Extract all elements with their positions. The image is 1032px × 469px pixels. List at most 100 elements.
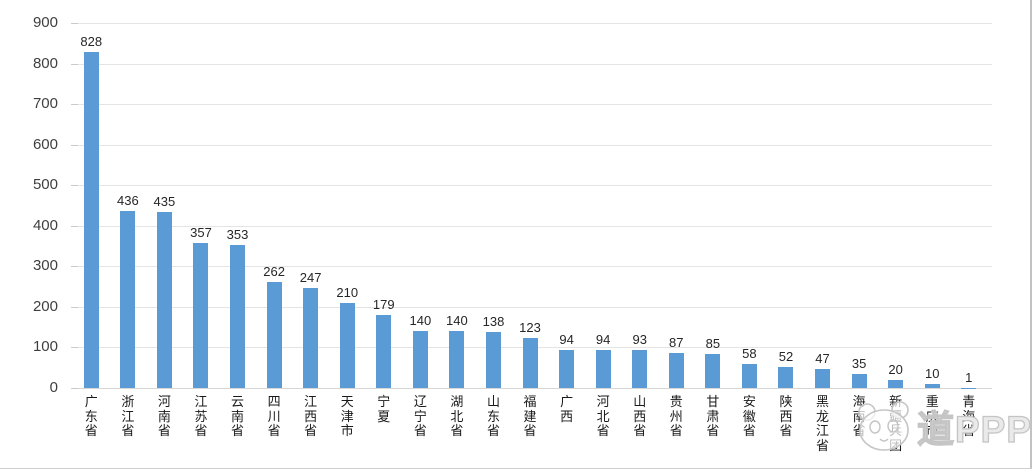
bar-value-label: 47	[815, 350, 830, 366]
gridline	[78, 388, 992, 389]
bar-slot: 138	[475, 23, 512, 388]
bar-slot: 179	[366, 23, 403, 388]
x-axis-label: 江苏省	[194, 394, 208, 438]
gridline	[78, 104, 992, 106]
y-axis-tick-label: 0	[49, 379, 58, 396]
gridline	[78, 23, 992, 24]
bar-slot: 247	[292, 23, 329, 388]
x-axis: 广东省 浙江省 河南省 江苏省 云南省 四川省 江西省 天津市 宁夏 辽宁省 湖北省 山东省 福建省 广西…	[73, 394, 987, 453]
gridline	[78, 225, 992, 227]
gridline	[78, 63, 992, 65]
y-axis-tick-mark	[71, 104, 78, 106]
y-axis-tick-mark	[71, 388, 78, 389]
bar-value-label: 210	[336, 284, 359, 300]
y-axis-tick-label: 500	[32, 176, 58, 194]
bar	[376, 315, 392, 388]
x-axis-label: 山西省	[633, 394, 647, 438]
gridline	[78, 144, 992, 146]
bar-value-label: 140	[409, 313, 432, 329]
bar-value-label: 93	[632, 332, 647, 348]
bar-slot: 140	[439, 23, 476, 388]
x-axis-label: 山东省	[486, 394, 500, 438]
bar	[741, 364, 757, 388]
y-axis-tick-mark	[71, 23, 78, 24]
bar-slot: 87	[658, 23, 695, 388]
x-axis-label: 天津市	[340, 394, 354, 438]
y-axis-tick-mark	[71, 63, 78, 65]
gridline	[78, 185, 992, 187]
bar-value-label: 52	[778, 348, 794, 364]
y-axis-tick-label: 300	[32, 257, 58, 275]
bar-slot: 94	[548, 23, 585, 388]
x-axis-label: 广东省	[84, 394, 98, 438]
bar-value-label: 179	[372, 297, 395, 313]
x-axis-label: 辽宁省	[413, 394, 427, 438]
bar	[230, 244, 246, 388]
bar	[632, 350, 648, 388]
bar	[924, 383, 940, 388]
bar	[851, 373, 867, 388]
bar-value-label: 94	[595, 331, 611, 347]
bar	[266, 281, 282, 388]
bar	[83, 52, 99, 388]
bar-slot: 58	[731, 23, 768, 388]
x-axis-label: 安徽省	[742, 394, 756, 438]
plot-area: 828 436 435 357 353 262 247 210 179 140 140 138 123 9…	[73, 23, 987, 388]
x-axis-label: 黑龙江省	[816, 394, 830, 453]
bar	[888, 379, 904, 388]
y-axis-tick-label: 100	[32, 338, 58, 356]
y-axis-tick-mark	[71, 266, 78, 268]
bar-slot: 47	[804, 23, 841, 388]
bar	[412, 331, 428, 388]
bar-slot: 52	[768, 23, 805, 388]
bar	[668, 352, 684, 388]
y-axis-tick-label: 700	[32, 95, 58, 113]
bar	[303, 287, 319, 388]
bar	[595, 349, 611, 388]
bar	[559, 349, 575, 388]
x-axis-label: 浙江省	[121, 394, 135, 438]
bar	[120, 211, 136, 388]
bar-slot: 357	[183, 23, 220, 388]
bar	[156, 211, 172, 388]
x-axis-label: 海南省	[852, 394, 866, 438]
bar-value-label: 435	[153, 193, 176, 209]
bar	[485, 332, 501, 388]
x-axis-label: 重庆市	[925, 394, 939, 438]
bar-value-label: 58	[742, 346, 757, 362]
bar-slot: 435	[146, 23, 183, 388]
bar-value-label: 94	[559, 331, 574, 347]
bar-value-label: 262	[263, 263, 285, 279]
x-axis-label: 宁夏	[377, 394, 391, 424]
x-axis-label: 河南省	[157, 394, 171, 438]
bar	[449, 331, 465, 388]
bar-slot: 35	[841, 23, 878, 388]
gridline	[78, 266, 992, 268]
bar-value-label: 10	[924, 365, 940, 381]
y-axis-tick-mark	[71, 306, 78, 308]
x-axis-label: 四川省	[267, 394, 281, 438]
y-axis-tick-label: 400	[32, 216, 58, 234]
x-axis-label: 贵州省	[669, 394, 683, 438]
x-axis-label: 福建省	[523, 394, 537, 438]
bar-slot: 140	[402, 23, 439, 388]
y-axis-tick-label: 900	[32, 14, 58, 31]
bar-value-label: 85	[705, 335, 721, 351]
x-axis-label: 新疆兵团	[889, 394, 903, 453]
x-axis-label: 河北省	[596, 394, 610, 438]
y-axis-tick-label: 600	[32, 135, 58, 153]
bar-slot: 436	[110, 23, 147, 388]
bar-value-label: 123	[519, 320, 541, 336]
bar-value-label: 138	[482, 314, 505, 330]
x-axis-label: 湖北省	[450, 394, 464, 438]
y-axis-tick-label: 200	[32, 297, 58, 315]
bar-value-label: 353	[226, 226, 249, 242]
gridline	[78, 306, 992, 308]
bar-value-label: 87	[669, 334, 684, 350]
x-axis-label: 广西	[560, 394, 574, 424]
x-axis-label: 云南省	[231, 394, 245, 438]
bar-slot: 123	[512, 23, 549, 388]
bar-value-label: 828	[80, 34, 103, 50]
x-axis-label: 青海省	[962, 394, 976, 438]
